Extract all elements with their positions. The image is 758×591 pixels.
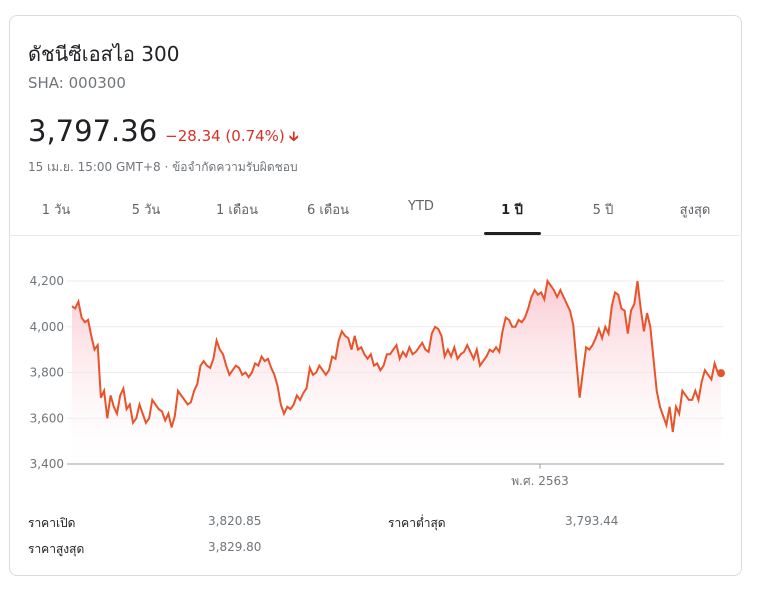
x-axis-label: พ.ศ. 2563 (511, 474, 569, 488)
y-tick-label: 4,200 (30, 274, 64, 288)
open-value: 3,820.85 (208, 514, 262, 528)
high-value: 3,829.80 (208, 540, 262, 554)
tab-6-months[interactable]: 6 เดือน (307, 203, 349, 218)
timestamp-disclaimer[interactable]: 15 เม.ย. 15:00 GMT+8 · ข้อจำกัดความรับผิ… (28, 160, 298, 174)
price-change: −28.34 (0.74%) (165, 127, 285, 145)
last-price-dot[interactable] (717, 369, 725, 378)
tab-1-year[interactable]: 1 ปี (501, 203, 523, 218)
active-tab-indicator (484, 232, 541, 235)
price-line (71, 278, 722, 433)
tab-5-years[interactable]: 5 ปี (592, 203, 614, 218)
tab-1-day[interactable]: 1 วัน (41, 203, 71, 218)
y-tick-label: 3,600 (30, 411, 64, 425)
range-tabs: 1 วัน 5 วัน 1 เดือน 6 เดือน YTD 1 ปี 5 ป… (9, 187, 742, 235)
stock-card (9, 15, 742, 576)
current-price: 3,797.36 (28, 114, 158, 148)
tabs-divider (9, 235, 742, 236)
tab-max[interactable]: สูงสุด (679, 203, 711, 218)
open-label: ราคาเปิด (28, 516, 76, 530)
low-value: 3,793.44 (565, 514, 619, 528)
tab-ytd[interactable]: YTD (408, 199, 434, 214)
high-label: ราคาสูงสุด (28, 542, 85, 556)
price-row: 3,797.36 −28.34 (0.74%) 🡳 (28, 114, 299, 150)
y-tick-label: 3,800 (30, 366, 64, 380)
down-arrow-icon: 🡳 (288, 129, 299, 145)
tab-1-month[interactable]: 1 เดือน (216, 203, 258, 218)
y-tick-label: 4,000 (30, 320, 64, 334)
ticker-symbol: SHA: 000300 (28, 74, 126, 92)
price-area (72, 281, 721, 464)
tab-5-days[interactable]: 5 วัน (131, 203, 161, 218)
y-tick-label: 3,400 (30, 457, 64, 471)
index-title: ดัชนีซีเอสไอ 300 (28, 42, 180, 66)
low-label: ราคาต่ำสุด (388, 516, 446, 530)
